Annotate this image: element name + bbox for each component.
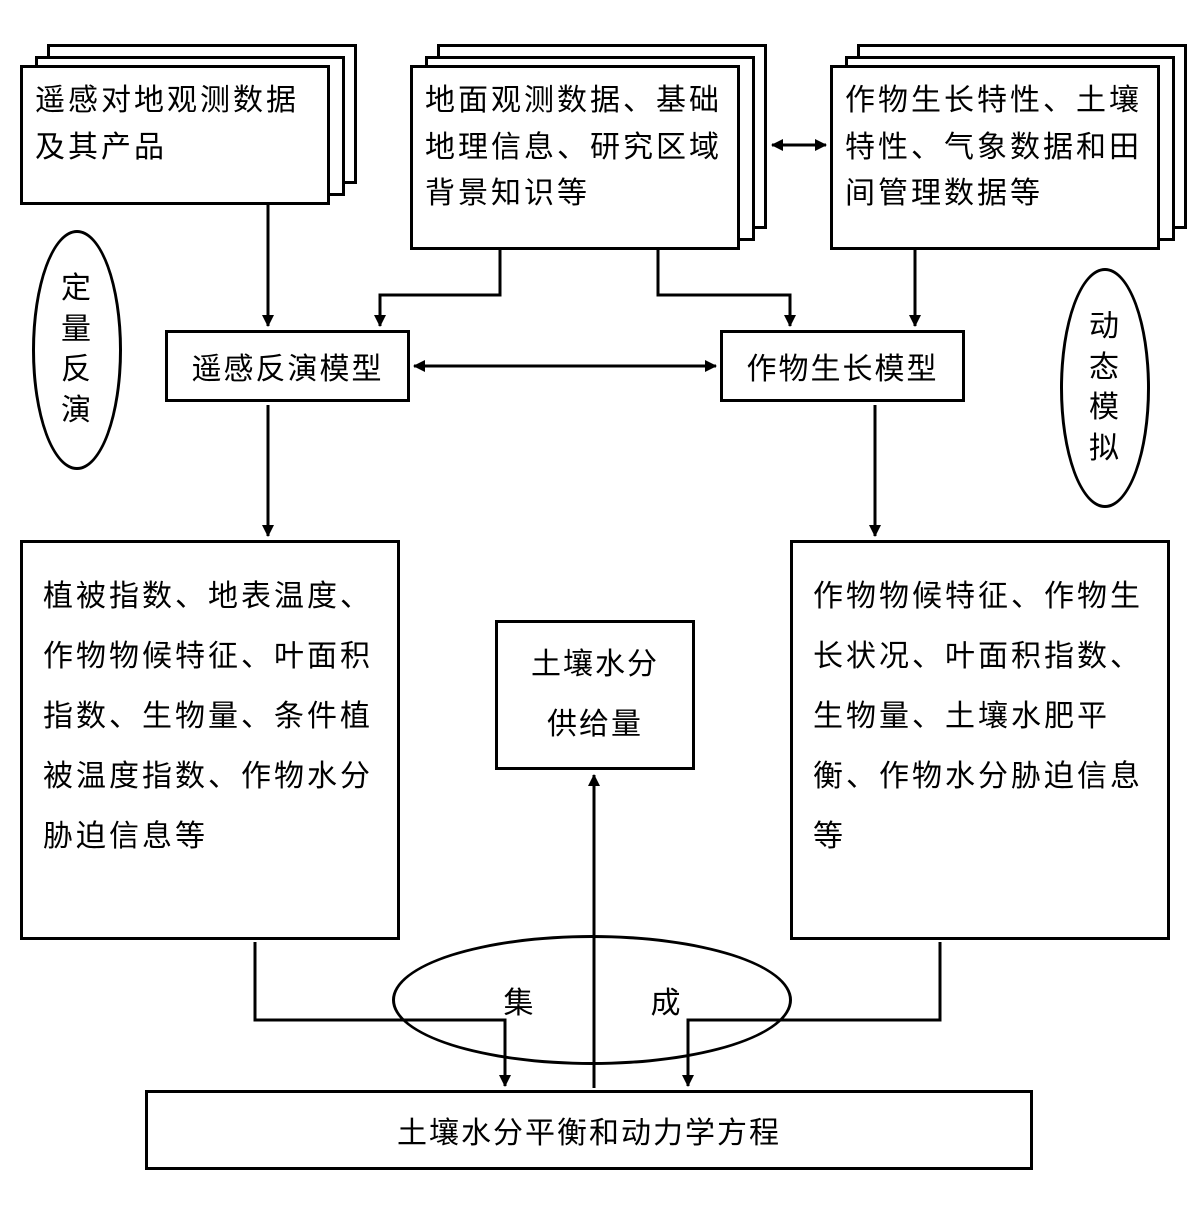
- box-right-outputs-text: 作物物候特征、作物生长状况、叶面积指数、生物量、土壤水肥平衡、作物水分胁迫信息等: [813, 580, 1143, 853]
- ellipse-dyn-c3: 模: [1089, 388, 1121, 429]
- doc-crop-soil: 作物生长特性、土壤特性、气象数据和田间管理数据等: [830, 65, 1160, 250]
- arrow-dm-crop: [658, 250, 790, 326]
- box-rs-model-text: 遥感反演模型: [192, 344, 384, 388]
- doc-remote-sensing: 遥感对地观测数据及其产品: [20, 65, 330, 205]
- box-soil-water: 土壤水分 供给量: [495, 620, 695, 770]
- doc-remote-sensing-text: 遥感对地观测数据及其产品: [23, 68, 327, 181]
- ellipse-quant-c3: 反: [61, 350, 93, 391]
- box-rs-model: 遥感反演模型: [165, 330, 410, 402]
- ellipse-int-r: 成: [651, 978, 681, 1022]
- ellipse-quant-inversion: 定 量 反 演: [32, 230, 122, 470]
- ellipse-dyn-sim: 动 态 模 拟: [1060, 268, 1150, 508]
- doc-ground-obs: 地面观测数据、基础地理信息、研究区域背景知识等: [410, 65, 740, 250]
- ellipse-quant-c1: 定: [61, 269, 93, 310]
- box-right-outputs: 作物物候特征、作物生长状况、叶面积指数、生物量、土壤水肥平衡、作物水分胁迫信息等: [790, 540, 1170, 940]
- ellipse-dyn-c4: 拟: [1089, 429, 1121, 470]
- box-soil-eq: 土壤水分平衡和动力学方程: [145, 1090, 1033, 1170]
- doc-ground-obs-text: 地面观测数据、基础地理信息、研究区域背景知识等: [413, 68, 737, 228]
- soil-water-l1: 土壤水分: [531, 635, 659, 695]
- ellipse-integration: 集 成: [392, 935, 792, 1065]
- box-crop-model: 作物生长模型: [720, 330, 965, 402]
- box-crop-model-text: 作物生长模型: [747, 344, 939, 388]
- ellipse-dyn-c1: 动: [1089, 307, 1121, 348]
- box-left-outputs-text: 植被指数、地表温度、作物物候特征、叶面积指数、生物量、条件植被温度指数、作物水分…: [43, 580, 373, 853]
- ellipse-quant-c4: 演: [61, 391, 93, 432]
- doc-crop-soil-text: 作物生长特性、土壤特性、气象数据和田间管理数据等: [833, 68, 1157, 228]
- soil-water-l2: 供给量: [547, 695, 643, 755]
- box-soil-eq-text: 土壤水分平衡和动力学方程: [397, 1108, 781, 1152]
- box-left-outputs: 植被指数、地表温度、作物物候特征、叶面积指数、生物量、条件植被温度指数、作物水分…: [20, 540, 400, 940]
- ellipse-quant-c2: 量: [61, 310, 93, 351]
- arrow-dm-rs: [380, 250, 500, 326]
- ellipse-dyn-c2: 态: [1089, 348, 1121, 389]
- ellipse-int-l: 集: [504, 978, 534, 1022]
